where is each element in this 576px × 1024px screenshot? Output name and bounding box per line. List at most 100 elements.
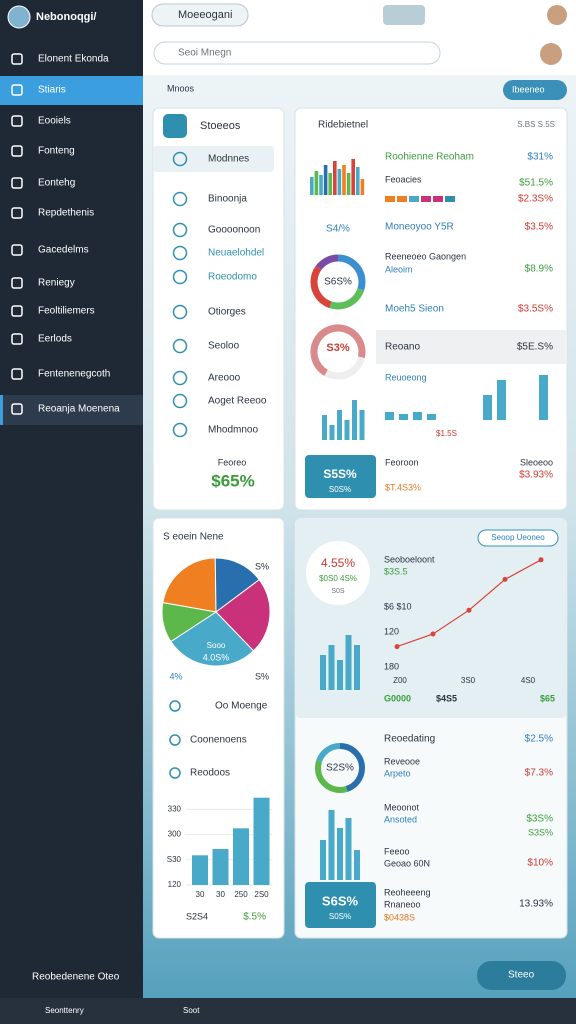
nav-item[interactable]: Repdethenis	[38, 208, 94, 219]
row-label: Feoacies	[385, 174, 422, 184]
bar	[483, 395, 492, 420]
donut-segment	[310, 254, 366, 310]
bar	[322, 415, 327, 440]
nav-icon	[11, 244, 23, 256]
bar	[345, 818, 352, 880]
nav-item[interactable]: Reoanja Moenena	[38, 404, 120, 415]
nav-item[interactable]: Stiaris	[38, 85, 66, 96]
panel-a	[152, 107, 285, 511]
nav-item[interactable]: Gacedelms	[38, 245, 89, 256]
x-tick-label: 30	[216, 890, 225, 899]
bar	[337, 660, 343, 690]
nav-item[interactable]: Fonteng	[38, 146, 75, 157]
mini-value: $1.5S	[436, 429, 457, 438]
search-placeholder: Seoi Mnegn	[178, 48, 231, 59]
nav-icon	[11, 115, 23, 127]
status-text: Seonttenry	[45, 1006, 84, 1015]
list-item[interactable]: Mhodmnoo	[208, 425, 258, 436]
row-value: $10%	[527, 858, 553, 869]
list-item[interactable]: Modnnes	[208, 154, 249, 165]
action-button[interactable]	[503, 80, 567, 100]
nav-item[interactable]: Feoltiliemers	[38, 306, 95, 317]
row-value: 13.93%	[519, 899, 553, 910]
active-item[interactable]	[0, 76, 143, 105]
pill-label[interactable]: Seoop Ueoneo	[491, 533, 545, 542]
pie-slice	[214, 557, 260, 613]
bar	[337, 410, 342, 440]
point	[430, 631, 436, 637]
list-item[interactable]: Neuaelohdel	[208, 248, 264, 259]
bar	[354, 850, 360, 880]
bar	[323, 165, 328, 195]
tab-label: Moeeogani	[178, 9, 232, 21]
list-item[interactable]: Aoget Reeoo	[208, 396, 267, 407]
statusbar	[0, 998, 576, 1024]
x-tick-label: Z00	[393, 676, 407, 685]
nav-item[interactable]: Eerlods	[38, 334, 72, 345]
profile[interactable]	[540, 43, 562, 65]
row-label: Reoheeeng	[384, 887, 431, 897]
nav-icon	[11, 207, 23, 219]
foot-label: S2S4	[186, 911, 208, 921]
nav-item[interactable]: Elonent Ekonda	[38, 54, 109, 65]
bar	[310, 177, 314, 195]
list-item[interactable]: Otiorges	[208, 307, 246, 318]
fab[interactable]	[477, 961, 566, 990]
bar	[253, 797, 270, 885]
y-tick-label: 330	[168, 805, 182, 814]
toolbar-btn[interactable]	[383, 5, 425, 25]
fab-label[interactable]: Steeo	[508, 970, 535, 981]
item-icon	[169, 700, 181, 712]
search-box[interactable]	[153, 41, 441, 65]
bar	[413, 412, 422, 420]
list-item[interactable]: Areooo	[208, 373, 241, 384]
brand-avatar[interactable]	[7, 5, 31, 29]
nav-icon	[11, 53, 23, 65]
kpi-box	[305, 882, 376, 928]
donut-segment	[310, 254, 366, 310]
row-value: $31%	[527, 152, 553, 163]
list-item[interactable]: Binoonja	[208, 194, 247, 205]
list-item[interactable]: Seoloo	[208, 341, 240, 352]
nav-icon	[11, 145, 23, 157]
list-item[interactable]: Roeodomo	[208, 272, 257, 283]
panel-meta: S.BS S.5S	[517, 120, 555, 129]
kpi-label: Feoreo	[218, 457, 247, 467]
pie-slice	[162, 557, 217, 613]
x-tick-label: 2S0	[254, 890, 269, 899]
selected-row[interactable]	[153, 146, 274, 172]
bar	[329, 425, 335, 440]
kpi-sub: S0S	[331, 588, 345, 595]
foot-value: $4S5	[436, 693, 457, 703]
row-sub: Geoao 60N	[384, 858, 430, 868]
bar	[337, 828, 343, 880]
row-label: Moneoyoo Y5R	[385, 222, 454, 233]
gauge-label: S3%	[326, 342, 349, 354]
bar	[427, 414, 436, 420]
bar	[399, 414, 408, 420]
nav-icon	[11, 403, 23, 415]
nav-item[interactable]: Eooiels	[38, 116, 71, 127]
selected-marker	[0, 395, 3, 425]
row-value: $8.9%	[525, 264, 553, 275]
row-value: $3.5%	[525, 222, 553, 233]
bar	[359, 410, 365, 440]
note: $6 $10	[384, 601, 412, 611]
bar	[328, 645, 335, 690]
selected-item[interactable]	[0, 395, 143, 425]
user-avatar[interactable]	[547, 5, 567, 25]
row-value: S3S%	[528, 827, 553, 837]
pill[interactable]	[477, 529, 559, 547]
nav-item[interactable]: Reniegy	[38, 278, 75, 289]
nav-item[interactable]: Eontehg	[38, 178, 75, 189]
list-item[interactable]: Goooonoon	[208, 225, 260, 236]
nav-item[interactable]: Fentenenegcoth	[38, 369, 110, 380]
tab[interactable]	[151, 3, 249, 27]
row-note: $0438S	[384, 912, 415, 922]
status-text: Soot	[183, 1006, 200, 1015]
bar	[356, 167, 360, 195]
item-icon	[172, 338, 188, 354]
brand: Nebonoqgi/	[36, 11, 97, 23]
bar	[314, 171, 319, 195]
